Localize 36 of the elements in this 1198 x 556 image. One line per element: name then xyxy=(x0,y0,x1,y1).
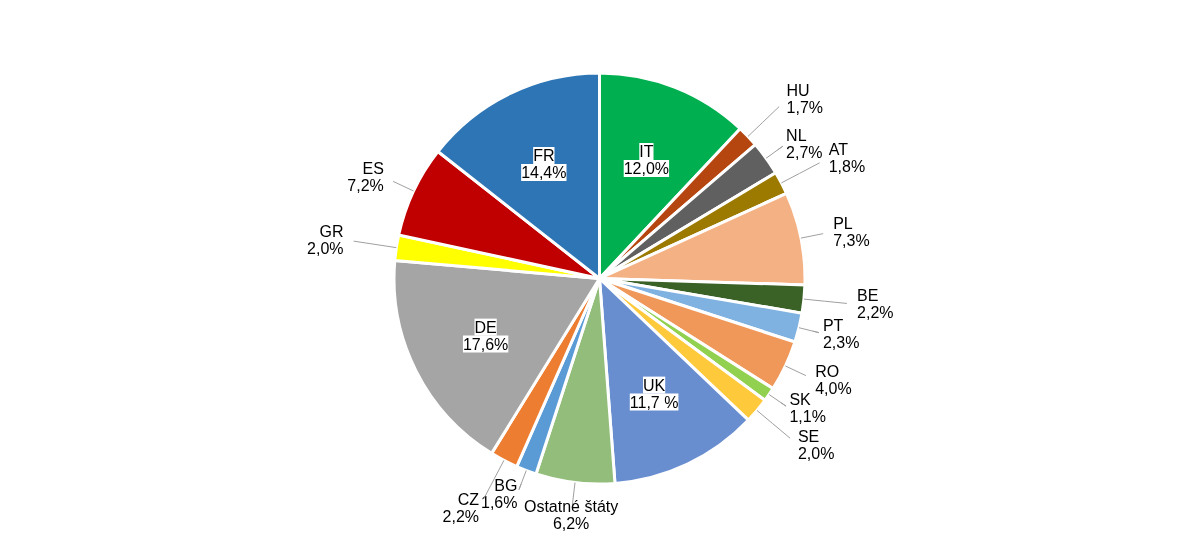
data-label: 11,7 % xyxy=(629,393,679,411)
data-label: 1,6% xyxy=(481,493,518,511)
slice-label: DE xyxy=(474,318,497,336)
slice-label: FR xyxy=(533,146,555,164)
data-label: 17,6% xyxy=(462,335,509,353)
data-label: 14,4% xyxy=(521,163,567,181)
slice-label: GR xyxy=(319,222,344,240)
data-label: 7,2% xyxy=(347,177,384,195)
data-label: 4,0% xyxy=(815,379,852,397)
slice-label: PT xyxy=(822,316,844,334)
data-label: 2,7% xyxy=(786,143,823,161)
data-label: 1,8% xyxy=(828,158,866,176)
slice-label: IT xyxy=(639,143,654,161)
slice-label: SE xyxy=(797,427,820,445)
data-label: 1,1% xyxy=(789,408,826,426)
data-label: 12,0% xyxy=(623,160,670,178)
data-label: 2,2% xyxy=(442,507,480,525)
slice-label: PL xyxy=(833,214,853,232)
slice-label: UK xyxy=(642,376,666,394)
slice-label: BE xyxy=(857,287,879,305)
slice-label: RO xyxy=(815,362,840,380)
data-label: 2,0% xyxy=(797,444,835,462)
data-label: 7,3% xyxy=(833,231,870,249)
data-label: 6,2% xyxy=(552,515,590,533)
slice-label: BG xyxy=(494,476,518,494)
data-label: 2,2% xyxy=(857,304,894,322)
slice-label: CZ xyxy=(457,490,480,508)
slice-label: HU xyxy=(786,82,810,100)
slice-label: Ostatné štáty xyxy=(523,498,619,516)
data-label: 2,3% xyxy=(822,333,860,351)
slice-label: NL xyxy=(786,126,807,144)
data-label: 2,0% xyxy=(307,239,344,257)
slice-label: SK xyxy=(789,391,812,409)
data-label: 1,7% xyxy=(786,99,824,117)
slice-label: AT xyxy=(828,141,849,159)
slice-label: ES xyxy=(362,160,384,178)
